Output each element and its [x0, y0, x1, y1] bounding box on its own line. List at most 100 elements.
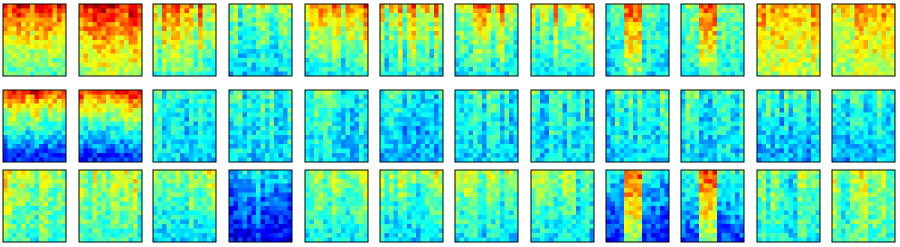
tile-cell [638, 22, 643, 27]
tile-cell [203, 13, 208, 18]
tile-cell [53, 9, 58, 14]
tile-cell [762, 13, 767, 18]
tile-cell [581, 99, 586, 104]
tile-cell [567, 126, 572, 131]
tile-cell [531, 27, 536, 32]
tile-cell [611, 58, 616, 63]
tile-cell [766, 63, 771, 68]
tile-cell [695, 63, 700, 68]
tile-cell [531, 40, 536, 45]
tile-cell [798, 54, 803, 59]
tile-cell [270, 13, 275, 18]
tile-cell [162, 104, 167, 109]
tile-cell [403, 144, 408, 149]
tile-cell [180, 108, 185, 113]
tile-cell [12, 144, 17, 149]
tile-cell [469, 108, 474, 113]
tile-cell [359, 22, 364, 27]
tile-cell [699, 90, 704, 95]
tile-cell [620, 90, 625, 95]
tile-cell [355, 54, 360, 59]
tile-cell [189, 104, 194, 109]
tile-cell [536, 131, 541, 136]
tile-cell [12, 9, 17, 14]
tile-cell [21, 13, 26, 18]
tile-cell [633, 58, 638, 63]
tile-cell [576, 4, 581, 9]
tile-cell [841, 67, 846, 72]
tile-cell [412, 4, 417, 9]
tile-cell [581, 95, 586, 100]
tile-cell [563, 13, 568, 18]
tile-cell [846, 58, 851, 63]
tile-cell [505, 149, 510, 154]
tile-cell [279, 22, 284, 27]
tile-cell [57, 63, 62, 68]
tile-cell [283, 113, 288, 118]
tile-cell [84, 63, 89, 68]
tile-cell [261, 67, 266, 72]
tile-cell [350, 18, 355, 23]
tile-cell [234, 67, 239, 72]
tile-cell [176, 135, 181, 140]
tile-cell [389, 40, 394, 45]
tile-cell [500, 27, 505, 32]
tile-cell [633, 54, 638, 59]
tile-cell [762, 58, 767, 63]
tile-cell [780, 27, 785, 32]
tile-cell [549, 49, 554, 54]
tile-cell [882, 9, 887, 14]
tile-cell [274, 117, 279, 122]
tile-cell [359, 18, 364, 23]
tile-cell [558, 117, 563, 122]
tile-cell [647, 40, 652, 45]
tile-cell [722, 153, 727, 158]
tile-cell [153, 113, 158, 118]
tile-cell [48, 40, 53, 45]
tile-cell [158, 40, 163, 45]
tile-cell [323, 95, 328, 100]
tile-cell [111, 113, 116, 118]
tile-cell [35, 63, 40, 68]
tile-cell [780, 22, 785, 27]
tile-cell [337, 113, 342, 118]
tile-cell [21, 49, 26, 54]
tile-cell [647, 9, 652, 14]
tile-cell [647, 36, 652, 41]
tile-cell [84, 9, 89, 14]
tile-cell [93, 9, 98, 14]
tile-cell [633, 40, 638, 45]
tile-cell [735, 99, 740, 104]
tile-cell [12, 36, 17, 41]
tile-cell [855, 36, 860, 41]
tile-cell [545, 9, 550, 14]
tile-cell [500, 54, 505, 59]
tile-cell [180, 90, 185, 95]
tile-cell [837, 36, 842, 41]
tile-cell [731, 140, 736, 145]
tile-cell [536, 22, 541, 27]
tile-cell [425, 140, 430, 145]
tile-cell [509, 140, 514, 145]
tile-cell [500, 63, 505, 68]
tile-cell [642, 58, 647, 63]
tile-cell [695, 149, 700, 154]
tile-cell [611, 9, 616, 14]
tile-cell [686, 149, 691, 154]
tile-cell [572, 99, 577, 104]
tile-cell [162, 140, 167, 145]
tile-cell [79, 18, 84, 23]
tile-cell [106, 108, 111, 113]
tile-cell [491, 113, 496, 118]
tile-cell [194, 49, 199, 54]
tile-cell [385, 126, 390, 131]
tile-cell [8, 153, 13, 158]
tile-cell [717, 135, 722, 140]
tile-cell [17, 18, 22, 23]
tile-cell [478, 67, 483, 72]
tile-cell [536, 67, 541, 72]
tile-cell [203, 45, 208, 50]
tile-cell [133, 90, 138, 95]
tile-cell [403, 140, 408, 145]
tile-cell [642, 149, 647, 154]
